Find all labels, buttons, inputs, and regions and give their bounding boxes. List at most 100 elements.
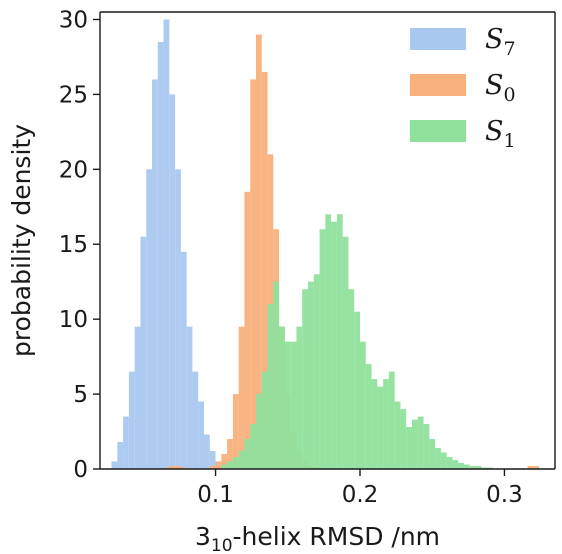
histogram-bar xyxy=(146,169,152,469)
histogram-bar xyxy=(261,371,268,469)
legend-entry-label: S1 xyxy=(485,116,516,152)
histogram-bar xyxy=(360,341,366,469)
histogram-bar xyxy=(325,214,332,469)
x-tick-label: 0.2 xyxy=(342,482,379,508)
histogram-bar xyxy=(446,457,453,469)
histogram-bar xyxy=(128,371,135,469)
histogram-bar xyxy=(296,326,303,469)
histogram-bar xyxy=(186,326,193,469)
histogram-bar xyxy=(533,466,540,469)
y-tick-label: 10 xyxy=(59,307,88,333)
histogram-bar xyxy=(383,379,389,469)
histogram-bar xyxy=(163,467,170,469)
y-tick-label: 25 xyxy=(59,82,88,108)
histogram-bar xyxy=(406,427,412,469)
histogram-bar xyxy=(261,71,268,470)
x-axis-label-rest: -helix RMSD /nm xyxy=(233,522,441,551)
histogram-bar xyxy=(180,251,187,469)
histogram-bar xyxy=(308,281,314,469)
histogram-bar xyxy=(117,442,124,469)
histogram-bar xyxy=(469,466,476,469)
histogram-bar xyxy=(365,364,372,469)
histogram-bar xyxy=(209,466,216,469)
histogram-bar xyxy=(267,304,274,469)
histogram-bar xyxy=(221,464,228,469)
x-tick-label: 0.1 xyxy=(197,482,234,508)
histogram-bar xyxy=(198,401,204,469)
series-1 xyxy=(221,214,493,469)
histogram-bar xyxy=(175,466,181,469)
histogram-bar xyxy=(394,401,401,469)
histogram-bar xyxy=(209,451,216,469)
histogram-bar xyxy=(192,371,199,469)
histogram-bar xyxy=(440,452,447,469)
y-tick-label: 0 xyxy=(73,457,88,483)
histogram-bar xyxy=(180,467,187,469)
axes-layer: 0.1 0.2 0.3 0 5 10 15 20 25 30 xyxy=(59,7,556,508)
histogram-bar xyxy=(163,19,170,470)
histogram-bar xyxy=(487,467,493,469)
histogram-bar xyxy=(354,311,360,469)
histogram-bar xyxy=(464,464,470,469)
x-axis-label: 310-helix RMSD /nm xyxy=(195,522,440,554)
histogram-bar xyxy=(302,289,308,469)
histogram-bar xyxy=(452,460,459,469)
histogram-bar xyxy=(481,467,488,469)
legend-swatch xyxy=(410,74,466,96)
histogram-bar xyxy=(400,409,407,469)
bars-layer xyxy=(111,19,540,470)
histogram-bar xyxy=(313,274,320,469)
histogram-bar xyxy=(232,394,239,469)
histogram-bar xyxy=(331,221,337,469)
histogram-bar xyxy=(342,236,349,469)
histogram-bar xyxy=(527,466,534,469)
y-tick-label: 15 xyxy=(59,232,88,258)
histogram-bar xyxy=(250,424,256,469)
histogram-bar xyxy=(140,236,147,469)
histogram-bar xyxy=(377,386,384,469)
histogram-bar xyxy=(429,439,436,469)
histogram-bar xyxy=(371,379,378,469)
histogram-bar xyxy=(273,281,280,469)
legend-swatch xyxy=(410,120,466,142)
histogram-bar xyxy=(227,461,233,469)
legend-entry-label: S0 xyxy=(485,70,516,106)
histogram-bar xyxy=(169,466,176,469)
histogram-bar xyxy=(238,451,245,469)
histogram-bar xyxy=(111,461,118,469)
histogram-bar xyxy=(227,439,233,469)
histogram-bar xyxy=(284,341,291,469)
y-tick-label: 20 xyxy=(59,157,88,183)
y-axis-label: probability density xyxy=(7,124,36,357)
y-tick-label: 30 xyxy=(59,7,88,33)
legend-swatch xyxy=(410,28,466,50)
histogram-bar xyxy=(238,326,245,469)
legend-entry-label: S7 xyxy=(485,24,516,60)
histogram-bar xyxy=(412,419,418,469)
histogram-bar xyxy=(388,371,395,469)
histogram-bar xyxy=(250,79,256,470)
histogram-bar xyxy=(336,214,343,469)
histogram-bar xyxy=(152,79,158,470)
x-axis-label-subscript: 10 xyxy=(211,536,233,554)
series-7 xyxy=(111,19,222,470)
histogram-bar xyxy=(256,394,262,469)
histogram-bar xyxy=(279,326,285,469)
histogram-bar xyxy=(215,461,222,469)
histogram-bar xyxy=(169,94,176,469)
histogram-bar xyxy=(232,457,239,469)
histogram-bar xyxy=(134,326,141,469)
x-tick-label: 0.3 xyxy=(486,482,523,508)
histogram-bar xyxy=(175,169,181,469)
histogram-bar xyxy=(475,466,482,469)
histogram-bar xyxy=(290,341,297,469)
histogram-bar xyxy=(244,191,251,470)
y-tick-label: 5 xyxy=(73,382,88,408)
legend: S7 S0 S1 xyxy=(410,24,516,152)
histogram-bar xyxy=(319,229,326,469)
x-axis-label-main: 3 xyxy=(195,522,211,551)
histogram-bar xyxy=(204,434,210,469)
histogram-bar xyxy=(348,289,355,469)
histogram-bar xyxy=(123,416,129,469)
